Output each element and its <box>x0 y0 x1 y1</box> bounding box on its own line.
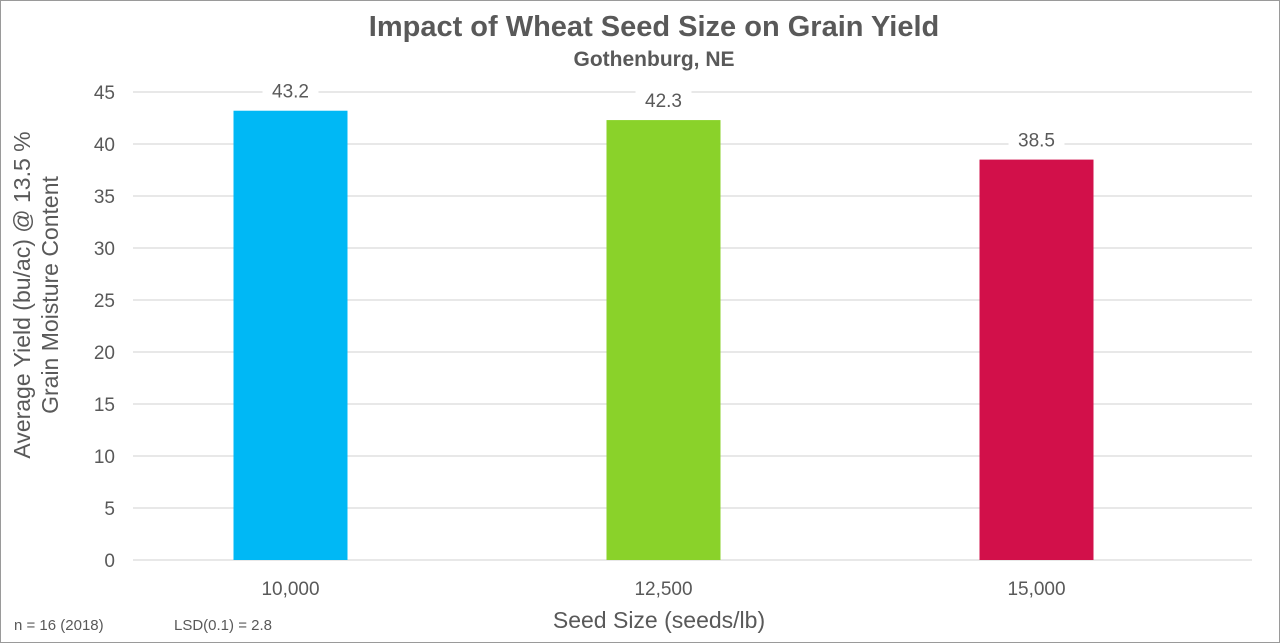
y-tick-label: 20 <box>94 343 115 364</box>
y-axis-label-line-1: Average Yield (bu/ac) @ 13.5 % <box>9 131 35 458</box>
y-tick-label: 45 <box>94 83 115 104</box>
data-label-background <box>262 78 319 103</box>
bar-15000 <box>979 159 1094 560</box>
bar-12500 <box>606 120 721 560</box>
data-label: 38.5 <box>1018 131 1055 152</box>
y-tick-label: 0 <box>104 551 115 572</box>
data-label-background <box>1008 127 1065 152</box>
y-tick-label: 40 <box>94 135 115 156</box>
y-tick-label: 15 <box>94 395 115 416</box>
lsd-note: LSD(0.1) = 2.8 <box>174 617 272 634</box>
y-tick-label: 25 <box>94 291 115 312</box>
bar-10000 <box>233 110 348 560</box>
y-tick-label: 35 <box>94 187 115 208</box>
x-tick-label: 15,000 <box>1007 579 1065 600</box>
data-label-background <box>635 88 692 113</box>
chart-subtitle: Gothenburg, NE <box>574 48 735 71</box>
y-axis-label-line-2: Grain Moisture Content <box>37 176 63 414</box>
x-tick-label: 10,000 <box>261 579 319 600</box>
sample-size-note: n = 16 (2018) <box>14 617 104 634</box>
data-label: 43.2 <box>272 82 309 103</box>
x-tick-label: 12,500 <box>634 579 692 600</box>
y-tick-label: 5 <box>104 499 115 520</box>
chart-title: Impact of Wheat Seed Size on Grain Yield <box>369 11 939 43</box>
y-tick-label: 10 <box>94 447 115 468</box>
y-tick-label: 30 <box>94 239 115 260</box>
data-label: 42.3 <box>645 91 682 112</box>
x-axis-label: Seed Size (seeds/lb) <box>553 607 765 633</box>
